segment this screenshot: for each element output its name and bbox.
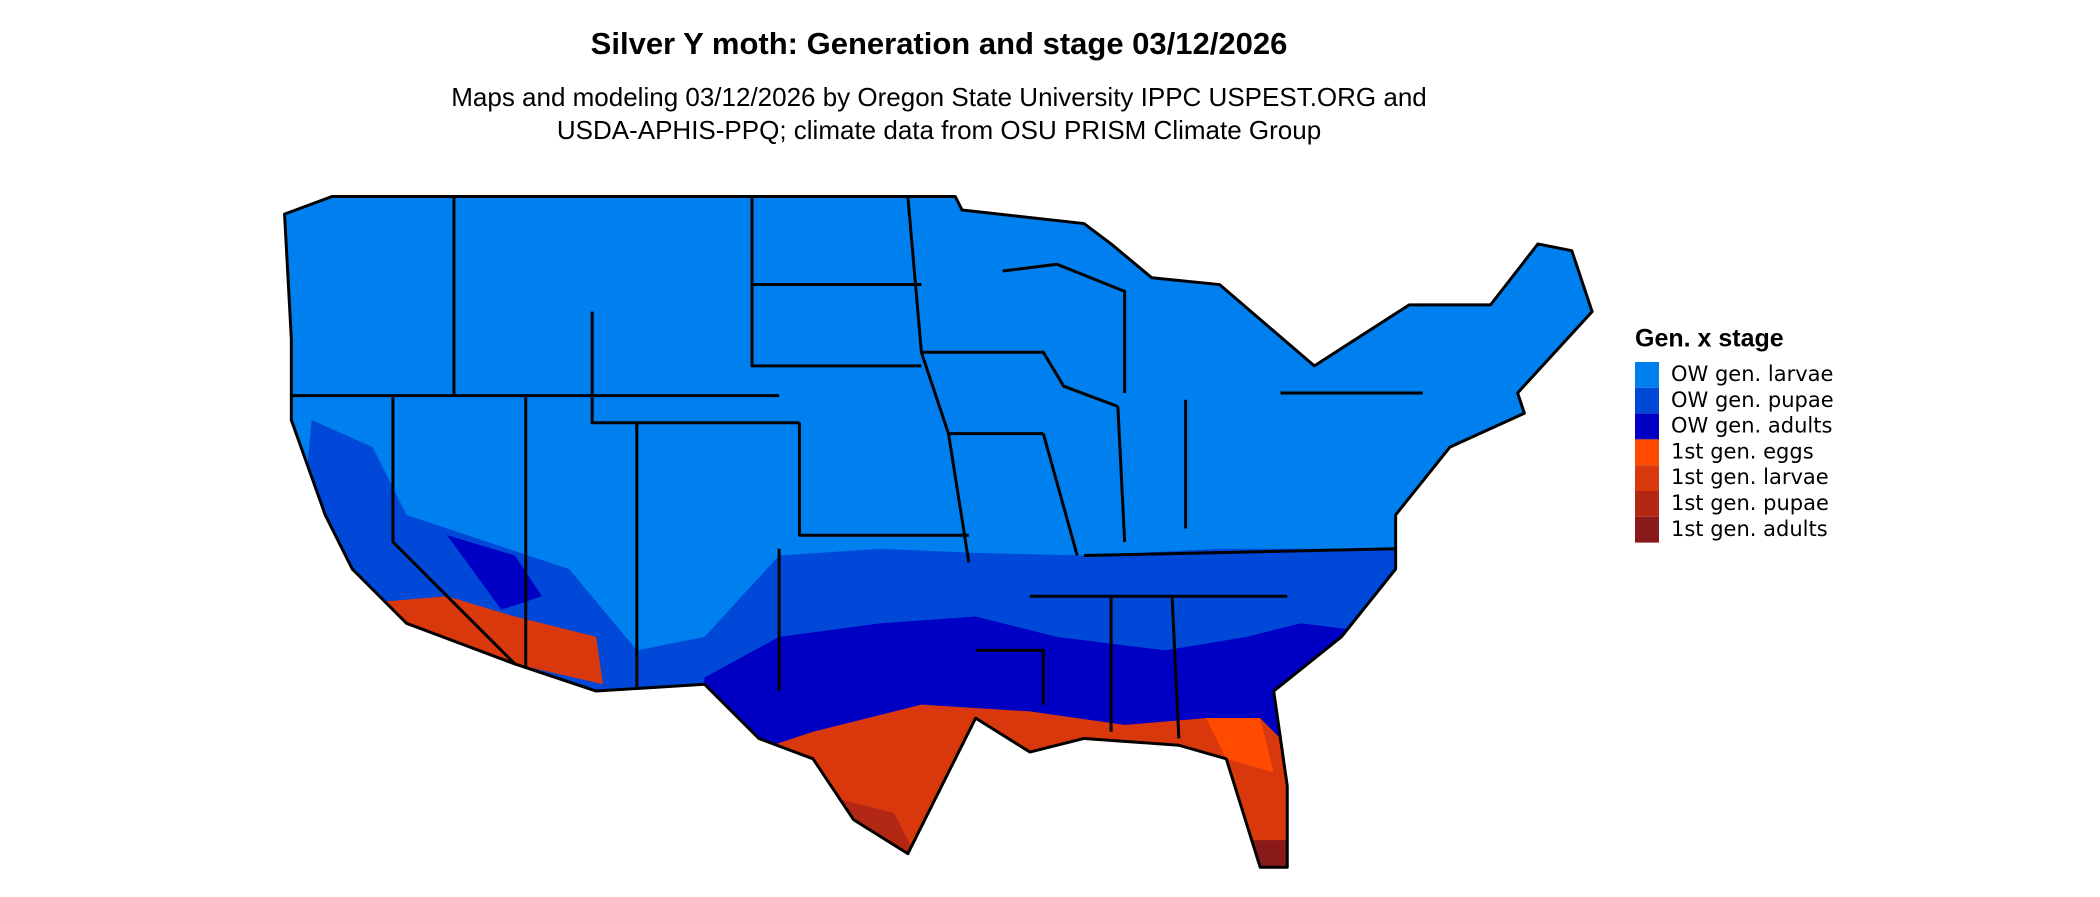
legend-label: OW gen. pupae <box>1671 388 1834 412</box>
legend-label: 1st gen. pupae <box>1671 491 1829 515</box>
legend-label: 1st gen. eggs <box>1671 439 1814 463</box>
zone <box>1205 718 1274 773</box>
legend-swatch <box>1635 439 1659 466</box>
zone <box>365 596 603 685</box>
subtitle-line: Maps and modeling 03/12/2026 by Oregon S… <box>451 82 1427 112</box>
legend-label: 1st gen. adults <box>1671 517 1828 541</box>
subtitle-line: USDA-APHIS-PPQ; climate data from OSU PR… <box>557 115 1321 145</box>
legend-swatch <box>1635 387 1659 414</box>
map-title: Silver Y moth: Generation and stage 03/1… <box>591 26 1288 61</box>
legend-label: 1st gen. larvae <box>1671 465 1829 489</box>
legend-swatch <box>1635 516 1659 543</box>
zone <box>447 535 542 610</box>
legend-swatch <box>1635 413 1659 440</box>
legend-swatch <box>1635 362 1659 388</box>
state-borders <box>291 196 1423 739</box>
legend-swatch <box>1635 465 1659 491</box>
legend-swatch <box>1635 491 1659 517</box>
map <box>283 194 1594 869</box>
legend-label: OW gen. larvae <box>1671 362 1833 386</box>
legend-label: OW gen. adults <box>1671 414 1832 438</box>
legend-title: Gen. x stage <box>1635 325 1784 353</box>
